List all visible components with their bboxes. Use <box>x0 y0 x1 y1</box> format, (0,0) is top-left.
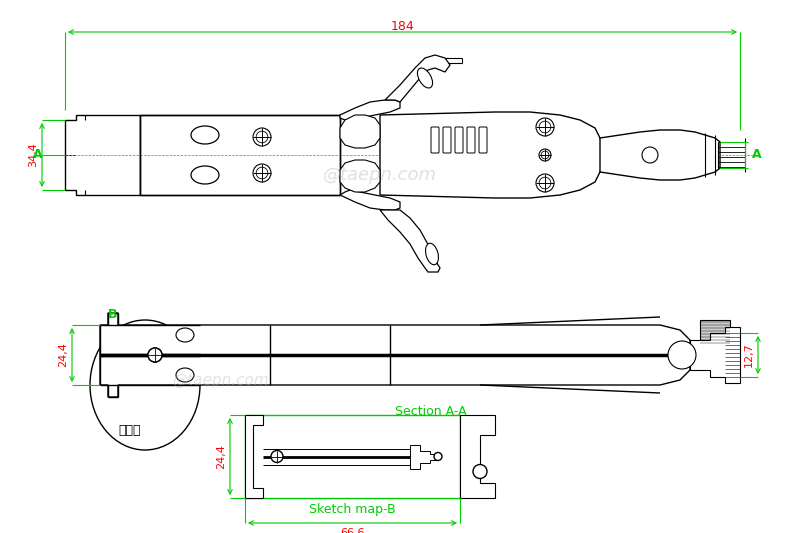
Circle shape <box>668 341 696 369</box>
Polygon shape <box>340 115 380 148</box>
Polygon shape <box>690 327 740 383</box>
Ellipse shape <box>176 328 194 342</box>
Circle shape <box>539 121 551 133</box>
Polygon shape <box>600 130 720 180</box>
Polygon shape <box>410 445 438 469</box>
Circle shape <box>536 174 554 192</box>
Ellipse shape <box>191 166 219 184</box>
Polygon shape <box>380 112 605 198</box>
Polygon shape <box>385 55 450 102</box>
Text: 66,6: 66,6 <box>340 528 365 533</box>
Circle shape <box>256 131 268 143</box>
Bar <box>245 415 460 498</box>
Polygon shape <box>100 313 690 397</box>
Text: 34,4: 34,4 <box>28 143 38 167</box>
Polygon shape <box>65 115 140 195</box>
Polygon shape <box>380 210 440 272</box>
Circle shape <box>539 177 551 189</box>
Circle shape <box>271 450 283 463</box>
Circle shape <box>148 348 162 362</box>
Text: 184: 184 <box>391 20 414 34</box>
Circle shape <box>541 151 549 159</box>
Ellipse shape <box>191 126 219 144</box>
FancyBboxPatch shape <box>467 127 475 153</box>
Circle shape <box>148 348 162 362</box>
Polygon shape <box>340 160 380 192</box>
Text: Section A-A: Section A-A <box>395 405 466 418</box>
Polygon shape <box>340 100 400 120</box>
Circle shape <box>539 149 551 161</box>
FancyBboxPatch shape <box>431 127 439 153</box>
Polygon shape <box>460 415 495 498</box>
Circle shape <box>536 118 554 136</box>
Text: 12,7: 12,7 <box>744 343 754 367</box>
Text: 24,4: 24,4 <box>58 343 68 367</box>
Ellipse shape <box>426 243 438 265</box>
FancyBboxPatch shape <box>455 127 463 153</box>
Circle shape <box>256 167 268 179</box>
Text: 24,4: 24,4 <box>216 444 226 469</box>
Polygon shape <box>340 190 400 210</box>
Text: @taepn.com: @taepn.com <box>171 373 269 387</box>
Text: A: A <box>33 149 43 161</box>
Circle shape <box>253 164 271 182</box>
Text: Sketch map-B: Sketch map-B <box>309 503 396 516</box>
Circle shape <box>253 128 271 146</box>
Polygon shape <box>140 115 340 195</box>
Text: A: A <box>752 149 762 161</box>
Circle shape <box>434 453 442 461</box>
Polygon shape <box>245 415 263 498</box>
Circle shape <box>642 147 658 163</box>
Text: @taepn.com: @taepn.com <box>323 166 437 184</box>
FancyBboxPatch shape <box>443 127 451 153</box>
Ellipse shape <box>176 368 194 382</box>
Ellipse shape <box>418 68 433 88</box>
Ellipse shape <box>90 320 200 450</box>
Bar <box>700 320 730 345</box>
FancyBboxPatch shape <box>479 127 487 153</box>
Circle shape <box>473 464 487 479</box>
Text: B: B <box>108 308 117 320</box>
Text: 可拆卸: 可拆卸 <box>118 424 140 437</box>
